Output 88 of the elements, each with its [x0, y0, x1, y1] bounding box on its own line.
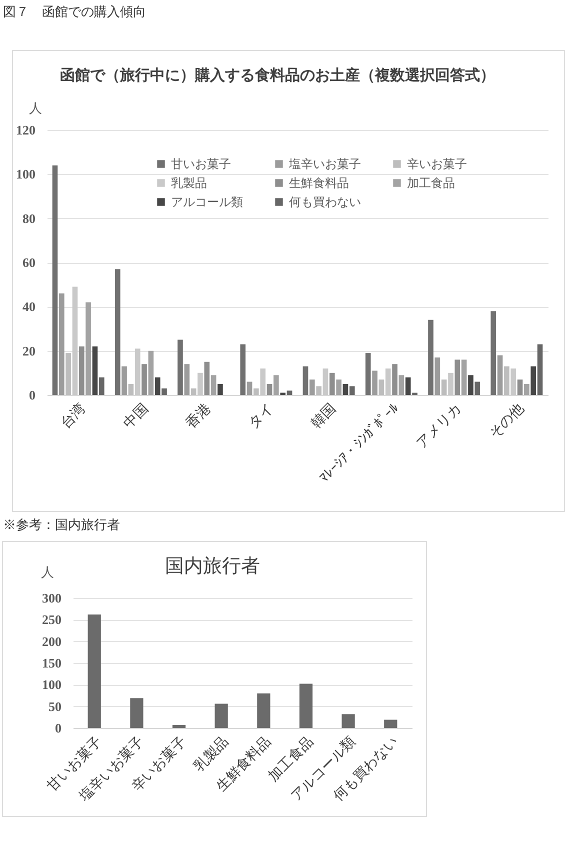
bar — [349, 386, 355, 395]
bar — [309, 380, 315, 395]
x-tick-label: タイ — [246, 402, 277, 432]
bar — [517, 380, 523, 395]
bar — [405, 377, 411, 395]
legend-label: アルコール類 — [171, 195, 243, 209]
bar — [365, 353, 371, 395]
y-tick-label: 150 — [42, 656, 62, 670]
bar — [302, 366, 308, 395]
bar — [257, 693, 270, 728]
y-tick-label: 120 — [16, 122, 36, 138]
y-tick-label: 300 — [42, 590, 62, 606]
chart-title: 函館で（旅行中に）購入する食料品のお土産（複数選択回答式） — [60, 66, 495, 84]
bar — [214, 704, 228, 728]
bar — [78, 346, 84, 395]
bar — [52, 165, 58, 395]
y-tick-label: 0 — [29, 388, 36, 402]
y-tick-label: 0 — [55, 720, 62, 736]
bar — [172, 724, 186, 728]
caption: 図７ 函館での購入傾向 — [3, 3, 146, 21]
bar — [92, 346, 98, 395]
bar — [468, 375, 474, 395]
bar — [274, 375, 279, 395]
bar — [204, 362, 210, 395]
bar — [398, 375, 404, 395]
bar — [148, 350, 154, 395]
y-tick-label: 250 — [42, 612, 62, 628]
bar — [154, 377, 160, 395]
bar — [537, 344, 543, 395]
y-tick-label: 200 — [42, 634, 62, 649]
legend-label: 乳製品 — [171, 176, 207, 190]
bar — [114, 269, 120, 395]
x-tick-label: その他 — [486, 400, 528, 442]
y-tick-label: 40 — [22, 299, 36, 314]
bar — [490, 311, 496, 395]
bar — [454, 360, 460, 395]
y-axis-title: 人 — [29, 100, 42, 116]
bar — [372, 370, 378, 395]
legend-label: 加工食品 — [407, 176, 455, 190]
bar — [58, 293, 64, 395]
x-tick-label: 台湾 — [58, 400, 89, 432]
bar — [524, 384, 530, 395]
y-tick-label: 20 — [22, 343, 36, 358]
y-tick-label: 50 — [48, 698, 62, 714]
x-tick-label: 中国 — [120, 400, 152, 432]
bar — [329, 372, 335, 395]
bar — [286, 390, 292, 395]
bar — [122, 366, 127, 395]
bar — [434, 357, 440, 395]
bar — [474, 382, 480, 395]
legend-label: 塩辛いお菓子 — [288, 157, 361, 171]
bar — [428, 320, 434, 395]
legend-label: 何も買わない — [289, 195, 361, 209]
bar — [342, 384, 348, 395]
x-tick-label: 香港 — [183, 400, 214, 432]
x-tick-label: 韓国 — [308, 400, 340, 432]
y-tick-label: 80 — [22, 210, 36, 226]
bar — [266, 384, 272, 395]
legend-label: 生鮮食料品 — [289, 176, 349, 190]
bar — [130, 698, 144, 728]
bar — [218, 384, 223, 395]
bar — [162, 388, 167, 395]
bar — [342, 714, 355, 728]
bar — [461, 360, 467, 395]
y-tick-label: 100 — [42, 677, 62, 692]
legend-label: 甘いお菓子 — [171, 157, 231, 171]
bar — [299, 684, 313, 728]
bar — [246, 382, 252, 395]
bar — [210, 375, 216, 395]
legend-label: 辛いお菓子 — [407, 157, 467, 171]
bar — [392, 364, 398, 395]
y-axis-title: 人 — [41, 564, 54, 580]
bar — [497, 355, 503, 395]
text: ※参考：国内旅行者 — [3, 516, 120, 534]
bar — [86, 302, 91, 395]
bar — [384, 720, 398, 728]
y-tick-label: 60 — [22, 255, 36, 270]
y-tick-label: 100 — [16, 166, 36, 182]
bar — [184, 364, 190, 395]
bar — [530, 366, 536, 395]
bar — [88, 614, 101, 728]
x-tick-label: アメリカ — [414, 402, 465, 452]
bar — [336, 380, 342, 395]
chart-title: 国内旅行者 — [165, 556, 260, 577]
bar — [98, 377, 104, 395]
bar — [240, 344, 246, 395]
bar — [142, 364, 147, 395]
bar — [178, 340, 183, 395]
